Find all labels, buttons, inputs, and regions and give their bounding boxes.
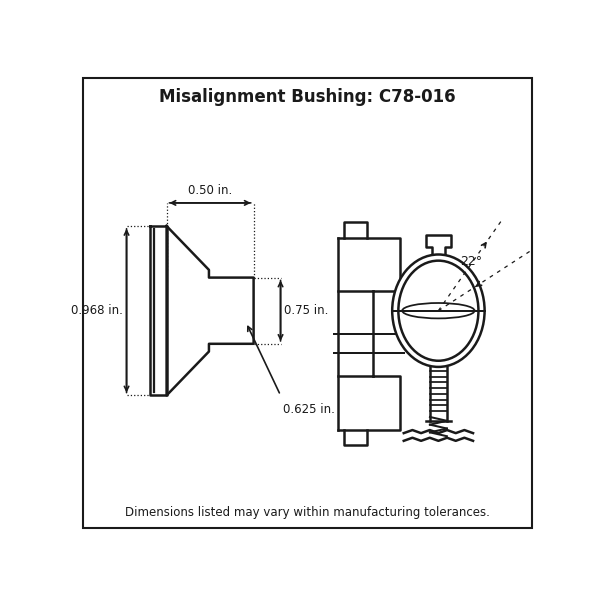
Ellipse shape (392, 254, 485, 367)
Text: Dimensions listed may vary within manufacturing tolerances.: Dimensions listed may vary within manufa… (125, 506, 490, 519)
Text: 0.968 in.: 0.968 in. (71, 304, 123, 317)
Text: 22°: 22° (460, 254, 482, 268)
Ellipse shape (398, 260, 478, 361)
Text: 0.75 in.: 0.75 in. (284, 304, 329, 317)
Text: 0.625 in.: 0.625 in. (283, 403, 335, 416)
Text: Misalignment Bushing: C78-016: Misalignment Bushing: C78-016 (159, 88, 456, 106)
Text: 0.50 in.: 0.50 in. (188, 184, 232, 197)
